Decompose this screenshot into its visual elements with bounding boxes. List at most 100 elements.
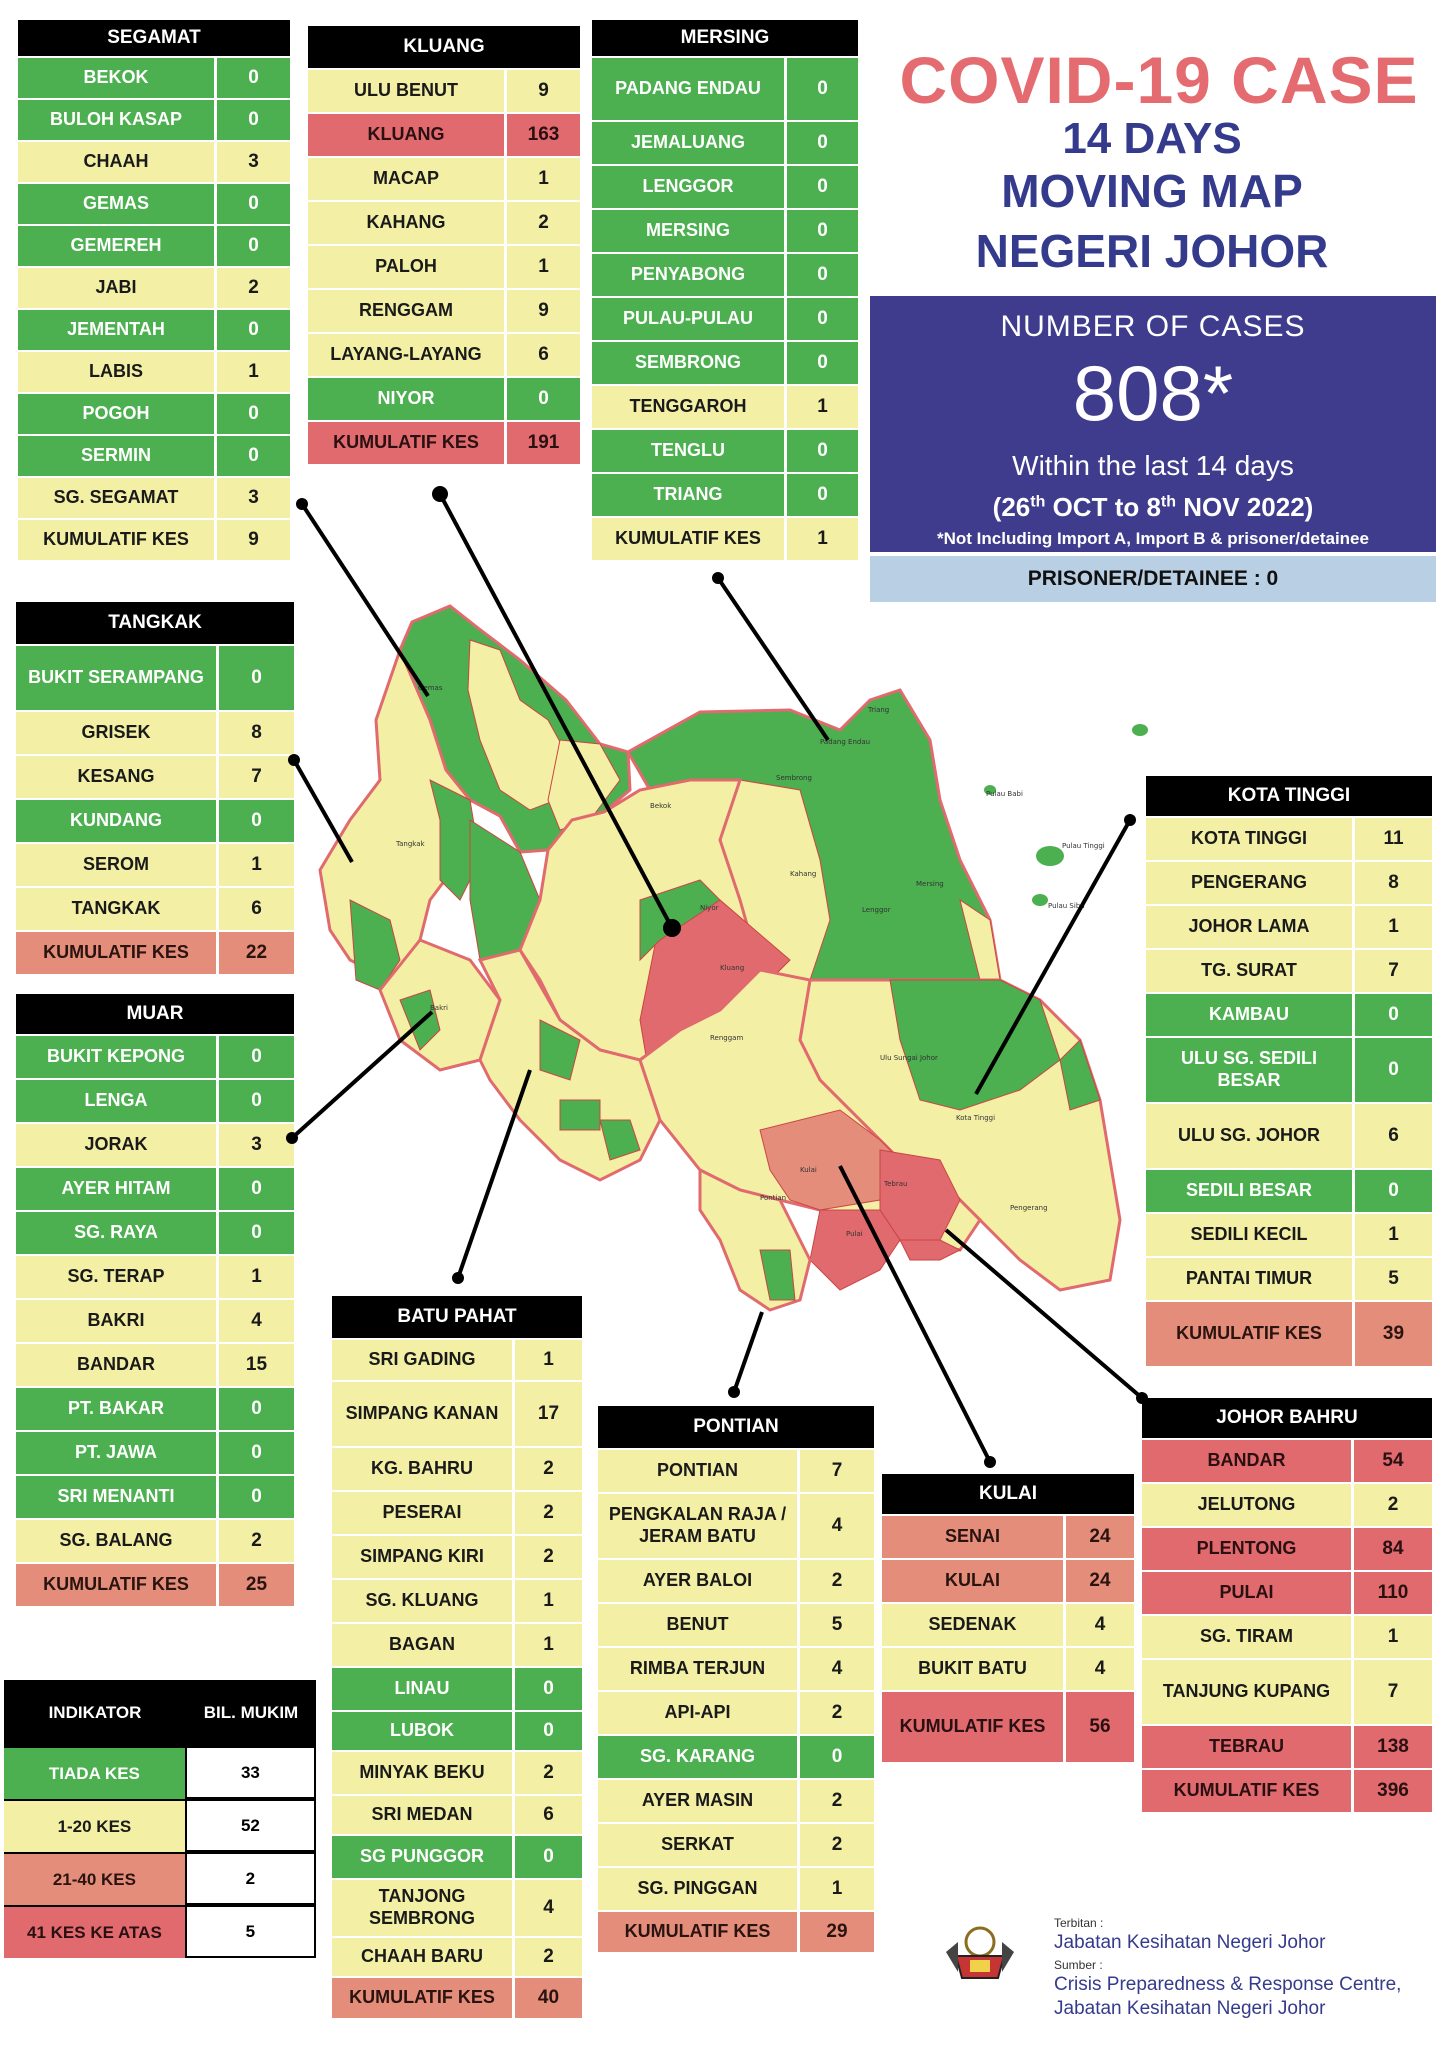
mukim-case-count: 0	[216, 1212, 294, 1254]
mukim-name: KULAI	[945, 1570, 1000, 1591]
mukim-name: BANDAR	[77, 1354, 155, 1375]
connector-pontian	[732, 1311, 764, 1393]
mukim-name: SRI GADING	[368, 1349, 476, 1370]
mukim-row: JABI 2	[18, 266, 290, 308]
mukim-row: TANJUNG KUPANG 7	[1142, 1658, 1432, 1724]
mukim-case-count: 56	[1063, 1692, 1134, 1762]
connector-johor-bahru	[944, 1228, 1144, 1400]
mukim-name: PADANG ENDAU	[615, 78, 761, 99]
indicator-count: 5	[184, 1907, 316, 1958]
connector-segamat	[300, 502, 430, 698]
bukit-serampang-area	[429, 779, 481, 901]
indicator-row: 21-40 KES 2	[4, 1852, 316, 1905]
mukim-case-count: 0	[214, 394, 290, 434]
map-label: Ulu Sungai Johor	[880, 1054, 938, 1062]
mukim-name: SG. TIRAM	[1200, 1626, 1293, 1647]
mukim-row: SG. TERAP 1	[16, 1254, 294, 1298]
map-label: Kluang	[720, 964, 744, 972]
mukim-name: SG. PINGGAN	[637, 1878, 758, 1899]
mukim-case-count: 1	[512, 1340, 582, 1380]
mukim-name: ULU SG. SEDILI BESAR	[1180, 1048, 1317, 1090]
terbitan-value: Jabatan Kesihatan Negeri Johor	[1054, 1932, 1326, 1953]
mukim-name: KUMULATIF KES	[624, 1921, 771, 1942]
mukim-row: ULU BENUT 9	[308, 68, 580, 112]
mukim-case-count: 0	[784, 254, 858, 296]
mukim-case-count: 0	[216, 1036, 294, 1078]
mukim-row: SG. RAYA 0	[16, 1210, 294, 1254]
mukim-case-count: 1	[216, 844, 294, 886]
mukim-name: KAMBAU	[1209, 1004, 1289, 1025]
mukim-row: BANDAR 15	[16, 1342, 294, 1386]
mukim-case-count: 1	[512, 1624, 582, 1666]
connector-dot	[296, 498, 308, 510]
mukim-row: CHAAH 3	[18, 140, 290, 182]
district-header: SEGAMAT	[18, 20, 290, 56]
map-label: Tangkak	[395, 840, 426, 848]
map-label: Mersing	[916, 880, 944, 888]
indicator-label: 1-20 KES	[4, 1801, 185, 1852]
mukim-row: NIYOR 0	[308, 376, 580, 420]
mukim-row: ULU SG. SEDILI BESAR 0	[1146, 1036, 1432, 1102]
mukim-row: BUKIT BATU 4	[882, 1646, 1134, 1690]
map-label: Pontian	[760, 1194, 786, 1202]
linau-area	[559, 1099, 601, 1131]
mukim-case-count: 9	[504, 290, 580, 332]
mukim-name: PT. JAWA	[74, 1442, 158, 1463]
district-total-row: KUMULATIF KES 39	[1146, 1300, 1432, 1366]
mukim-case-count: 11	[1352, 818, 1432, 860]
mukim-name: BAGAN	[389, 1634, 455, 1655]
sumber-line-1: Crisis Preparedness & Response Centre,	[1054, 1974, 1402, 1995]
mukim-row: PENYABONG 0	[592, 252, 858, 296]
mukim-row: KOTA TINGGI 11	[1146, 816, 1432, 860]
map-label: Padang Endau	[820, 738, 870, 746]
mukim-row: LENGA 0	[16, 1078, 294, 1122]
mukim-case-count: 0	[784, 474, 858, 516]
mukim-case-count: 110	[1351, 1572, 1432, 1614]
island-pulau-tinggi	[1036, 846, 1064, 866]
connector-dot	[286, 1132, 298, 1144]
mukim-row: AYER BALOI 2	[598, 1558, 874, 1602]
mukim-name: SENAI	[944, 1526, 1000, 1547]
mukim-name: POGOH	[82, 403, 150, 424]
mukim-name: LUBOK	[390, 1720, 454, 1741]
mukim-case-count: 7	[216, 756, 294, 798]
mukim-name: MINYAK BEKU	[359, 1762, 485, 1783]
district-table-johor-bahru: JOHOR BAHRU BANDAR 54 JELUTONG 2 PLENTONG 84 PU…	[1142, 1398, 1432, 1812]
mukim-case-count: 138	[1351, 1726, 1432, 1768]
connector-dot	[452, 1272, 464, 1284]
district-table-muar: MUAR BUKIT KEPONG 0 LENGA 0 JORAK 3 AYER HITAM 0…	[16, 994, 294, 1606]
district-table-segamat: SEGAMAT BEKOK 0 BULOH KASAP 0 CHAAH 3 GEMAS 0 GEM…	[18, 20, 290, 560]
mukim-name: PALOH	[375, 256, 437, 277]
mukim-row: BUKIT KEPONG 0	[16, 1034, 294, 1078]
mukim-row: PONTIAN 7	[598, 1448, 874, 1492]
mukim-name: BENUT	[666, 1614, 729, 1635]
mukim-row: AYER HITAM 0	[16, 1166, 294, 1210]
mukim-row: SIMPANG KANAN 17	[332, 1380, 582, 1446]
mukim-case-count: 0	[214, 226, 290, 266]
mukim-row: SG PUNGGOR 0	[332, 1834, 582, 1878]
mukim-name: PENGERANG	[1190, 872, 1307, 893]
mukim-row: SRI MEDAN 6	[332, 1794, 582, 1834]
period-sup-1: th	[1030, 493, 1046, 511]
mukim-case-count: 7	[1352, 950, 1432, 992]
connector-dot	[663, 919, 681, 937]
mukim-case-count: 8	[216, 712, 294, 754]
mukim-name: TANGKAK	[71, 898, 161, 919]
mukim-row: AYER MASIN 2	[598, 1778, 874, 1822]
mukim-case-count: 4	[1063, 1604, 1134, 1646]
mukim-row: LAYANG-LAYANG 6	[308, 332, 580, 376]
mukim-row: SERKAT 2	[598, 1822, 874, 1866]
mukim-row: JELUTONG 2	[1142, 1482, 1432, 1526]
mukim-name: ULU SG. JOHOR	[1177, 1125, 1320, 1146]
mukim-row: LENGGOR 0	[592, 164, 858, 208]
mukim-case-count: 0	[216, 1476, 294, 1518]
mukim-name: API-API	[664, 1702, 731, 1723]
indicator-label: TIADA KES	[4, 1748, 185, 1799]
mukim-case-count: 7	[1351, 1660, 1432, 1724]
mukim-case-count: 0	[1352, 994, 1432, 1036]
sumber-label: Sumber :	[1054, 1958, 1103, 1972]
sg-karang-area	[759, 1249, 796, 1301]
mukim-name: PULAI	[1219, 1582, 1274, 1603]
mukim-name: KESANG	[77, 766, 155, 787]
